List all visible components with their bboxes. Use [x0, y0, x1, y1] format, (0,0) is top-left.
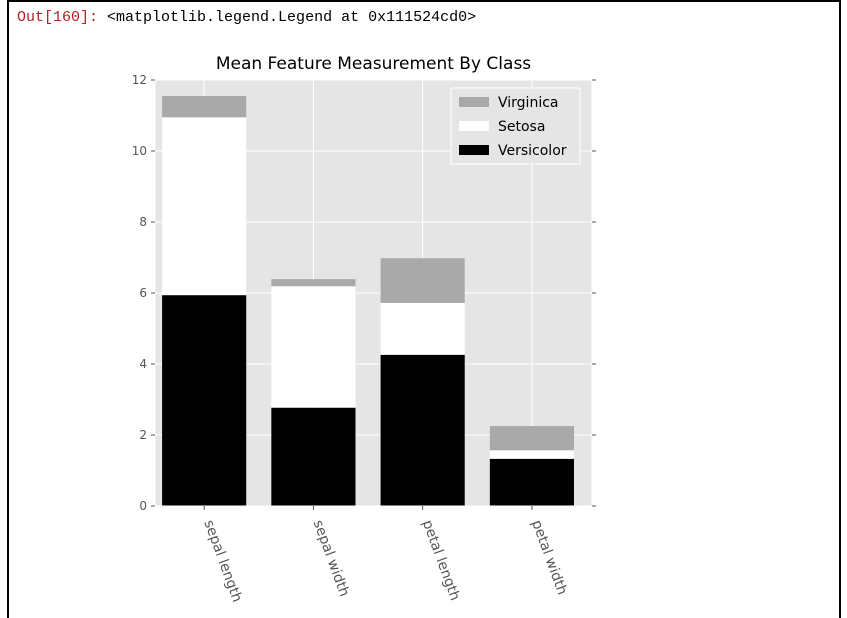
chart-title: Mean Feature Measurement By Class: [216, 54, 531, 74]
legend-swatch-versicolor: [459, 145, 489, 155]
y-tick-label: 12: [132, 73, 147, 87]
bar-segment-setosa: [162, 117, 247, 296]
x-tick-label: petal length: [419, 518, 463, 603]
y-tick-label: 4: [139, 357, 147, 371]
output-line: Out[160]: <matplotlib.legend.Legend at 0…: [17, 9, 476, 26]
bars: [162, 95, 574, 506]
y-tick-label: 0: [139, 499, 147, 513]
legend-label-virginica: Virginica: [498, 95, 558, 111]
bar-segment-virginica: [162, 95, 247, 118]
bar-segment-versicolor: [489, 458, 574, 506]
output-cell-frame: [7, 0, 841, 618]
legend-label-setosa: Setosa: [498, 119, 545, 135]
x-ticks: sepal length sepal width petal length petal…: [200, 506, 570, 605]
bar-segment-virginica: [489, 426, 574, 451]
x-tick-label: petal width: [528, 518, 570, 597]
bar-segment-setosa: [489, 450, 574, 459]
legend-swatch-virginica: [459, 97, 489, 107]
bar-segment-virginica: [271, 279, 356, 287]
output-text: <matplotlib.legend.Legend at 0x111524cd0…: [107, 9, 477, 26]
y-tick-label: 2: [139, 428, 147, 442]
bar-segment-setosa: [271, 286, 356, 408]
x-tick-label: sepal width: [310, 518, 353, 599]
bar-segment-versicolor: [271, 407, 356, 506]
legend-label-versicolor: Versicolor: [498, 143, 567, 159]
legend-swatch-setosa: [459, 121, 489, 131]
bar-segment-virginica: [380, 258, 465, 303]
x-tick-label: sepal length: [200, 518, 245, 605]
legend: Virginica Setosa Versicolor: [450, 87, 581, 165]
y-tick-label: 6: [139, 286, 147, 300]
y-ticks: 0 2 4 6 8 10 12: [132, 73, 596, 513]
y-tick-label: 8: [139, 215, 147, 229]
bar-segment-setosa: [380, 302, 465, 355]
output-prompt: Out[160]:: [17, 9, 99, 26]
y-tick-label: 10: [132, 144, 147, 158]
bar-segment-versicolor: [380, 354, 465, 506]
bar-segment-versicolor: [162, 295, 247, 506]
